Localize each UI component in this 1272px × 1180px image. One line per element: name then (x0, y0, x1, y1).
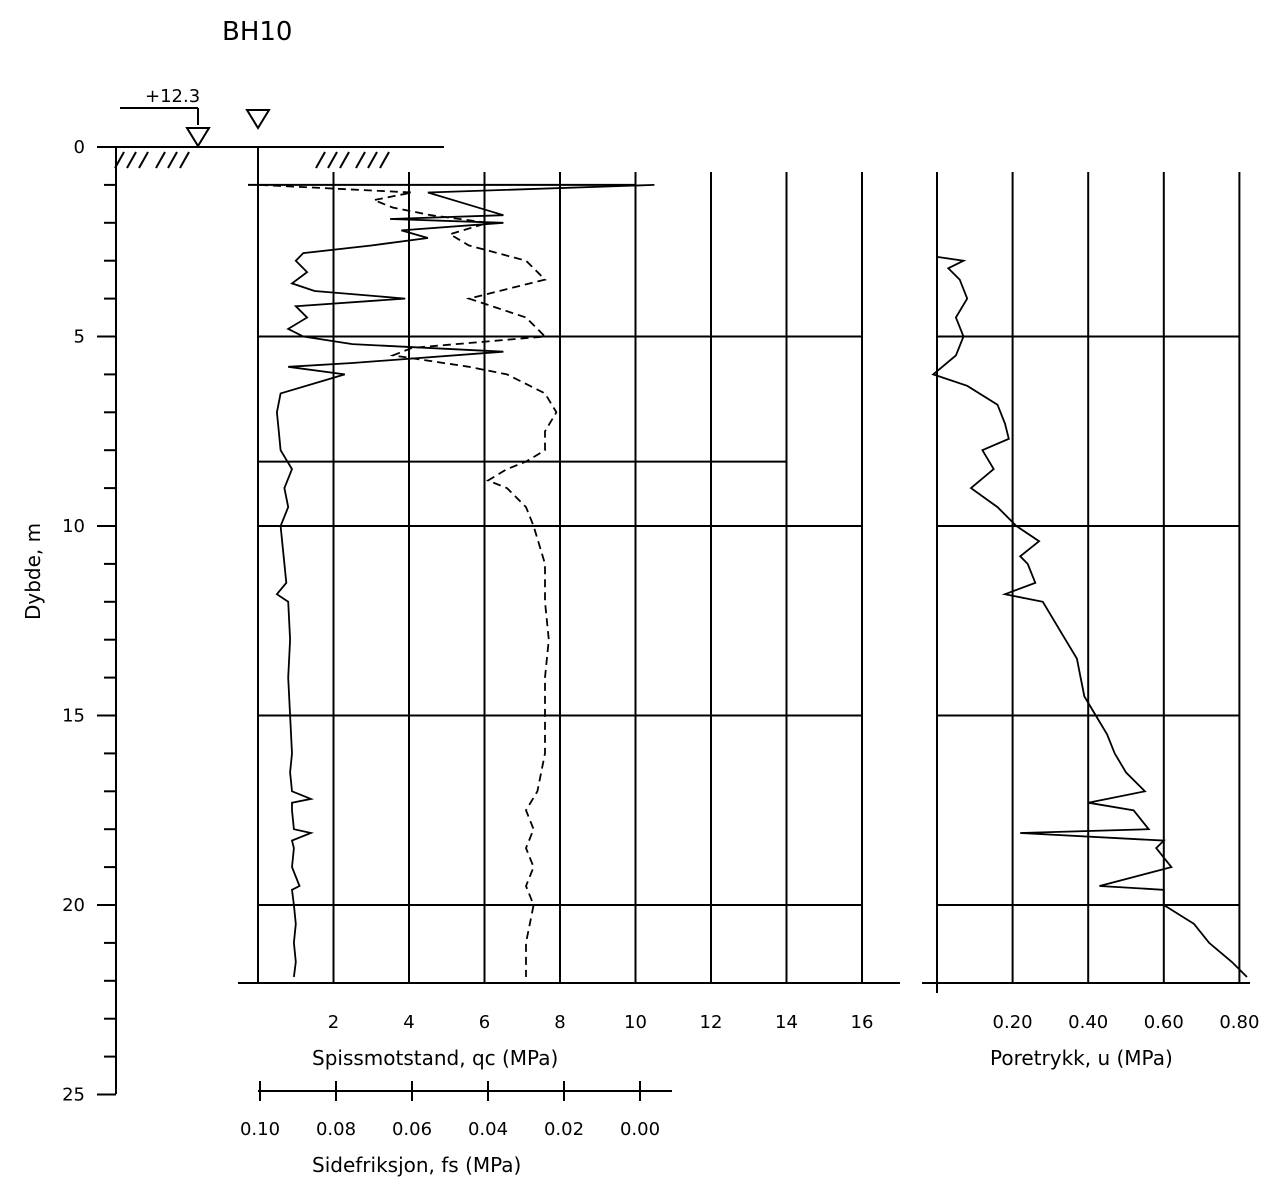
fs-tick-label: 0.06 (392, 1119, 432, 1140)
fs-tick-label: 0.02 (544, 1119, 584, 1140)
depth-tick-label: 0 (74, 137, 85, 158)
u-tick-label: 0.40 (1068, 1012, 1108, 1033)
ground-hatch-right (315, 151, 390, 169)
pore-pressure-panel: 0.20 0.40 0.60 0.80 (922, 172, 1259, 1033)
depth-tick-label: 15 (62, 706, 85, 727)
fs-series-line (259, 184, 558, 977)
depth-tick-label: 25 (62, 1085, 85, 1106)
elevation-label: +12.3 (145, 86, 200, 107)
depth-axis-label: Dybde, m (21, 523, 45, 620)
u-tick-label: 0.60 (1144, 1012, 1184, 1033)
qc-fs-panel: 2 4 6 8 10 12 14 16 0.10 0.08 0.06 0.04 0.02 0.00 (238, 147, 900, 1140)
u-tick-label: 0.80 (1219, 1012, 1259, 1033)
fs-tick-label: 0.10 (240, 1119, 280, 1140)
qc-tick-label: 14 (775, 1012, 798, 1033)
depth-tick-label: 20 (62, 895, 85, 916)
qc-tick-label: 12 (700, 1012, 723, 1033)
qc-tick-label: 2 (328, 1012, 339, 1033)
fs-tick-label: 0.00 (620, 1119, 660, 1140)
depth-tick-label: 10 (62, 516, 85, 537)
water-level-icon-2 (245, 109, 271, 130)
water-level-icon (185, 127, 211, 148)
ground-surface-symbol (97, 107, 444, 169)
qc-tick-label: 4 (403, 1012, 414, 1033)
qc-tick-label: 16 (851, 1012, 874, 1033)
qc-tick-label: 6 (479, 1012, 490, 1033)
u-series-line (931, 184, 1248, 978)
qc-tick-label: 8 (554, 1012, 565, 1033)
qc-tick-label: 10 (624, 1012, 647, 1033)
fs-tick-label: 0.04 (468, 1119, 508, 1140)
depth-axis: 0 5 10 15 20 25 (62, 137, 117, 1106)
depth-tick-label: 5 (74, 327, 85, 348)
fs-tick-label: 0.08 (316, 1119, 356, 1140)
chart-title: BH10 (222, 17, 292, 47)
qc-series-line (275, 184, 655, 978)
u-axis-label: Poretrykk, u (MPa) (990, 1046, 1173, 1070)
ground-hatch-left (114, 151, 190, 169)
u-tick-label: 0.20 (993, 1012, 1033, 1033)
qc-axis-label: Spissmotstand, qc (MPa) (312, 1046, 558, 1070)
fs-axis-label: Sidefriksjon, fs (MPa) (312, 1153, 521, 1177)
